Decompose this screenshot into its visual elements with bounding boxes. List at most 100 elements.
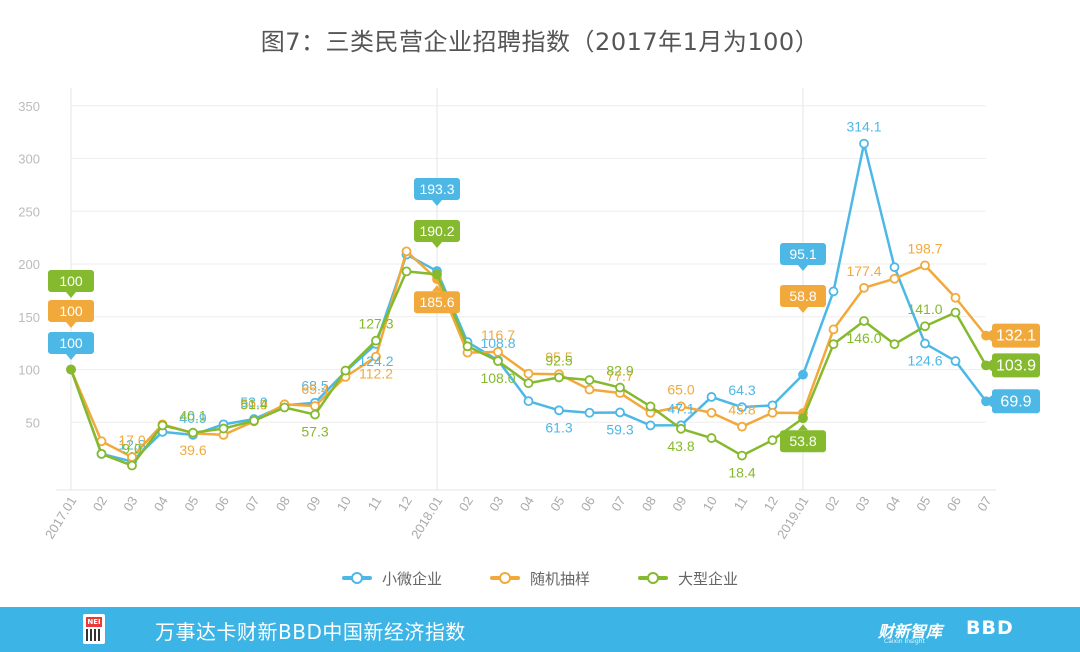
data-point-2-10[interactable]	[371, 335, 381, 346]
series-line-1	[69, 250, 987, 459]
data-label-2-22: 18.4	[728, 465, 755, 481]
data-point-0-29[interactable]	[950, 356, 961, 366]
data-point-2-21[interactable]	[706, 433, 717, 443]
data-point-0-27[interactable]	[889, 262, 900, 273]
data-point-0-15[interactable]	[523, 396, 534, 407]
data-point-1-17[interactable]	[584, 384, 595, 395]
data-point-1-14[interactable]	[493, 346, 503, 357]
data-label-2-16: 92.5	[545, 352, 572, 368]
data-label-2-2: 9.0	[122, 441, 142, 457]
data-label-0-30: 69.9	[1000, 393, 1031, 410]
data-label-2-0-pointer	[66, 292, 76, 298]
data-label-0-10: 124.2	[358, 353, 393, 369]
data-point-1-10[interactable]	[371, 351, 381, 362]
data-point-2-7[interactable]	[279, 402, 290, 413]
data-point-2-8[interactable]	[310, 409, 320, 420]
x-tick-label-05: 05	[913, 494, 933, 514]
data-label-1-4: 39.6	[179, 442, 206, 458]
data-label-2-18: 82.9	[606, 363, 633, 379]
data-point-2-2[interactable]	[127, 460, 137, 471]
x-tick-label-07: 07	[608, 494, 628, 514]
data-point-0-21[interactable]	[706, 392, 717, 402]
data-point-1-21[interactable]	[706, 407, 717, 418]
line-chart: 50 100 150 200 250 300 350 2017.01 02 03 04 05 06 07 0…	[18, 88, 1040, 541]
data-label-0-12: 193.3	[419, 181, 454, 197]
data-point-2-22[interactable]	[737, 450, 747, 461]
data-label-0-28: 124.6	[907, 353, 942, 369]
x-tick-label-09: 09	[303, 494, 323, 514]
data-label-0-20: 47.1	[667, 400, 694, 416]
data-point-1-23[interactable]	[767, 407, 778, 418]
data-point-2-15[interactable]	[523, 378, 534, 389]
data-point-0-19[interactable]	[645, 420, 656, 431]
legend-item-random-sample[interactable]: 随机抽样	[489, 566, 590, 590]
data-point-2-9[interactable]	[340, 365, 351, 376]
data-label-2-30-pointer	[984, 359, 992, 372]
data-point-0-24[interactable]	[798, 369, 808, 380]
data-point-1-25[interactable]	[828, 324, 839, 335]
data-point-2-14[interactable]	[493, 356, 503, 366]
data-label-1-24: 58.8	[789, 288, 816, 304]
data-point-0-17[interactable]	[584, 407, 595, 418]
data-point-0-26[interactable]	[859, 138, 869, 149]
legend-item-large-enterprise[interactable]: 大型企业	[638, 566, 738, 590]
data-label-0-16: 61.3	[545, 419, 572, 435]
data-point-2-19[interactable]	[645, 401, 656, 412]
data-label-2-4: 40.1	[179, 408, 206, 424]
data-point-2-16[interactable]	[554, 372, 564, 383]
data-point-2-13[interactable]	[462, 341, 473, 352]
data-point-2-17[interactable]	[584, 375, 595, 385]
data-point-1-29[interactable]	[950, 292, 961, 303]
data-label-0-12-pointer	[432, 200, 442, 206]
data-point-2-6[interactable]	[249, 415, 259, 426]
data-label-1-12-pointer	[432, 285, 442, 292]
data-labels: 100 12.8 40.9 53.0 68.5 124.2 193.3 108.8 61.3 59…	[48, 119, 1040, 481]
x-tick-label-04: 04	[151, 494, 171, 514]
data-point-2-5[interactable]	[218, 423, 229, 434]
data-point-1-15[interactable]	[523, 368, 534, 379]
data-point-2-12[interactable]	[432, 269, 442, 280]
data-point-1-28[interactable]	[920, 260, 930, 271]
data-point-2-11[interactable]	[401, 266, 412, 277]
data-point-1-26[interactable]	[859, 282, 869, 293]
data-label-0-24-pointer	[798, 265, 808, 271]
data-point-2-20[interactable]	[676, 423, 686, 434]
data-point-2-4[interactable]	[188, 427, 198, 438]
data-point-2-3[interactable]	[157, 420, 168, 431]
x-tick-label-02: 02	[456, 494, 476, 514]
data-point-0-28[interactable]	[920, 338, 930, 349]
legend-item-small-enterprise[interactable]: 小微企业	[341, 566, 442, 590]
data-point-0-25[interactable]	[828, 286, 839, 297]
data-point-1-22[interactable]	[737, 421, 747, 432]
y-tick-label: 50	[26, 415, 40, 430]
legend: 小微企业 随机抽样 大型企业	[0, 566, 1080, 590]
data-point-0-16[interactable]	[554, 405, 564, 416]
data-point-2-0[interactable]	[66, 364, 76, 375]
data-point-0-18[interactable]	[615, 407, 625, 418]
data-point-1-20[interactable]	[676, 401, 686, 412]
data-label-2-12-bg	[414, 220, 460, 242]
data-point-2-23[interactable]	[767, 435, 778, 446]
y-tick-label: 250	[18, 204, 40, 219]
data-point-2-27[interactable]	[889, 339, 900, 350]
bbd-logo: BBD	[966, 617, 1014, 639]
data-point-2-18[interactable]	[615, 382, 625, 393]
data-point-2-26[interactable]	[859, 316, 869, 326]
data-point-0-22[interactable]	[737, 402, 747, 413]
x-tick-label-03: 03	[486, 494, 506, 514]
data-point-2-25[interactable]	[828, 339, 839, 350]
data-label-0-0-pointer	[66, 354, 76, 360]
data-point-1-27[interactable]	[889, 273, 900, 284]
data-point-2-29[interactable]	[950, 307, 961, 318]
data-point-1-11[interactable]	[401, 246, 412, 257]
series-1	[66, 246, 991, 462]
legend-label-small-enterprise: 小微企业	[381, 569, 442, 588]
x-tick-label-03: 03	[120, 494, 140, 514]
x-tick-label-08: 08	[639, 494, 659, 514]
data-label-2-0: 100	[59, 273, 83, 289]
data-point-2-28[interactable]	[920, 321, 930, 332]
data-point-2-1[interactable]	[96, 448, 107, 459]
data-label-1-14: 116.7	[481, 327, 515, 343]
data-point-2-24[interactable]	[798, 413, 808, 424]
data-label-0-30-bg	[992, 389, 1040, 414]
